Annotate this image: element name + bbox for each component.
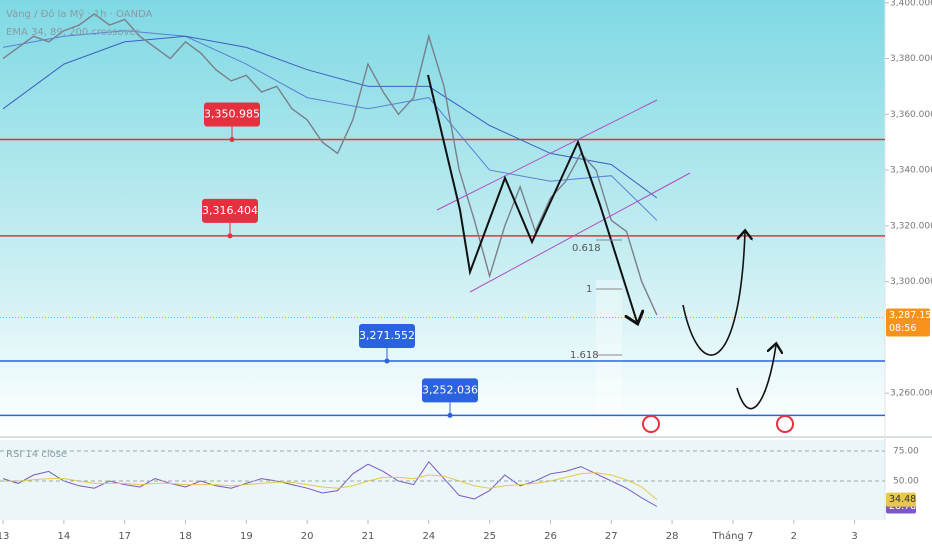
rsi-value-label: 34.48 [889, 494, 916, 505]
level-label: 3,316.404 [202, 204, 258, 217]
y-tick-label: 50.00 [893, 477, 919, 487]
rsi-line [2, 460, 658, 507]
y-tick-label: 3,320.000 [890, 221, 932, 231]
x-tick-label: 18 [179, 531, 192, 542]
price-line [2, 13, 658, 316]
indicator-legend: EMA 34, 89, 200 crossover [6, 27, 141, 38]
level-anchor [384, 358, 390, 364]
y-tick-label: 3,380.000 [890, 54, 932, 64]
price-pane [0, 0, 885, 435]
x-tick-label: 2 [791, 531, 797, 542]
level-label: 3,252.036 [422, 383, 478, 396]
x-tick-label: Tháng 7 [712, 530, 754, 542]
x-tick-label: 27 [605, 531, 618, 542]
level-anchor [229, 136, 235, 142]
y-tick-label: 3,360.000 [890, 110, 932, 120]
ema-line [2, 35, 658, 199]
channel-line [469, 172, 691, 293]
x-tick-label: 3 [851, 531, 857, 542]
y-tick-label: 3,260.000 [890, 389, 932, 399]
countdown-label: 08:56 [889, 323, 916, 334]
level-badge: 3,316.404 [202, 198, 258, 223]
level-badge: 3,271.552 [359, 323, 415, 348]
level-box [422, 378, 478, 403]
projection-arrow [682, 232, 745, 356]
x-tick-label: 13 [0, 531, 9, 542]
drawings [427, 74, 794, 433]
x-tick-label: 26 [544, 531, 557, 542]
level-anchor [447, 412, 453, 418]
x-tick-label: 19 [240, 531, 253, 542]
level-anchor [227, 233, 233, 239]
level-label: 3,350.985 [204, 107, 260, 120]
level-label: 3,271.552 [359, 329, 415, 342]
level-badge: 3,252.036 [422, 378, 478, 403]
fib-label: 1 [586, 284, 592, 295]
y-tick-label: 3,340.000 [890, 166, 932, 176]
fib-label: 1.618 [570, 350, 599, 361]
current-price-label: 3,287.155 [889, 310, 932, 321]
x-tick-label: 25 [483, 531, 496, 542]
chart-title: Vàng / Đô la Mỹ · 1h · OANDA [6, 8, 153, 20]
x-tick-label: 21 [362, 531, 375, 542]
x-tick-label: 28 [666, 531, 679, 542]
level-box [202, 198, 258, 223]
rsi-legend: RSI 14 close [6, 449, 67, 460]
y-tick-label: 3,400.000 [890, 0, 932, 8]
fib-zone [596, 280, 622, 435]
y-tick-label: 3,300.000 [890, 277, 932, 287]
x-tick-label: 24 [422, 531, 435, 542]
event-icon[interactable] [776, 415, 794, 433]
pattern-line [427, 74, 637, 322]
channel-line [436, 99, 658, 211]
rsi-pane [0, 440, 885, 520]
x-tick-label: 14 [57, 531, 70, 542]
event-icon[interactable] [642, 415, 660, 433]
y-tick-label: 75.00 [893, 447, 919, 457]
level-box [204, 102, 260, 127]
projection-arrow [736, 345, 776, 410]
x-tick-label: 17 [118, 531, 131, 542]
x-tick-label: 20 [301, 531, 314, 542]
level-badge: 3,350.985 [204, 102, 260, 127]
fib-label: 0.618 [572, 243, 601, 254]
level-box [359, 323, 415, 348]
current-price-box [886, 308, 930, 337]
rsi-value-box [886, 492, 916, 507]
